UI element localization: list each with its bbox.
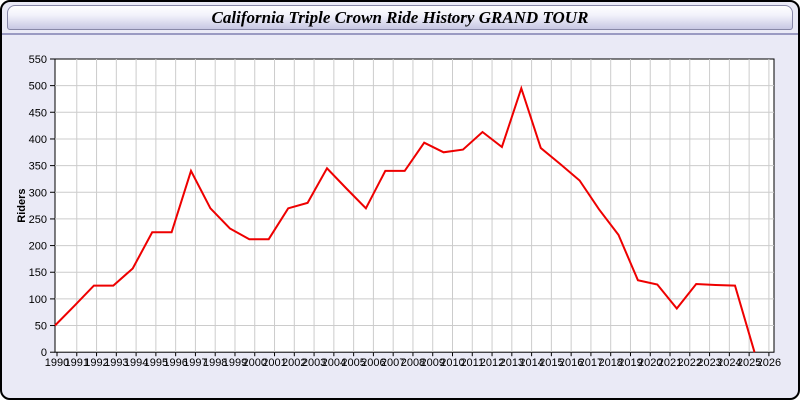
x-tick-label: 2010	[440, 357, 464, 369]
x-tick-label: 2016	[559, 357, 583, 369]
x-tick-label: 1996	[163, 357, 187, 369]
x-tick-label: 2017	[579, 357, 603, 369]
y-tick-label: 450	[29, 107, 47, 119]
x-tick-label: 2000	[243, 357, 267, 369]
x-tick-label: 2008	[401, 357, 425, 369]
y-tick-label: 50	[35, 321, 47, 333]
x-tick-label: 1993	[104, 357, 128, 369]
header-separator	[2, 33, 798, 35]
title-bar: California Triple Crown Ride History GRA…	[7, 5, 793, 30]
chart-title: California Triple Crown Ride History GRA…	[211, 7, 589, 27]
x-tick-label: 2003	[302, 357, 326, 369]
riders-line-series	[54, 85, 756, 353]
y-tick-label: 250	[29, 214, 47, 226]
x-tick-label: 2024	[717, 357, 741, 369]
x-tick-label: 2004	[322, 357, 346, 369]
x-tick-label: 2015	[539, 357, 563, 369]
x-tick-label: 1998	[203, 357, 227, 369]
x-tick-label: 1999	[223, 357, 247, 369]
y-tick-label: 350	[29, 161, 47, 173]
x-tick-label: 2007	[381, 357, 405, 369]
y-tick-label: 200	[29, 241, 47, 253]
y-tick-label: 300	[29, 187, 47, 199]
x-tick-label: 1990	[45, 357, 69, 369]
x-tick-label: 1991	[65, 357, 89, 369]
x-tick-label: 2002	[282, 357, 306, 369]
y-tick-label: 550	[29, 54, 47, 66]
x-tick-label: 1997	[183, 357, 207, 369]
y-tick-label: 0	[41, 347, 47, 359]
x-tick-label: 1995	[144, 357, 168, 369]
x-tick-label: 1992	[84, 357, 108, 369]
y-tick-label: 500	[29, 81, 47, 93]
y-tick-label: 100	[29, 294, 47, 306]
x-tick-label: 2022	[678, 357, 702, 369]
x-tick-label: 2019	[618, 357, 642, 369]
x-tick-label: 2011	[460, 357, 484, 369]
x-tick-label: 2012	[480, 357, 504, 369]
x-tick-label: 1994	[124, 357, 148, 369]
x-tick-label: 2009	[420, 357, 444, 369]
x-tick-label: 2023	[697, 357, 721, 369]
x-tick-label: 2018	[598, 357, 622, 369]
x-tick-label: 2013	[500, 357, 524, 369]
x-tick-label: 2025	[737, 357, 761, 369]
x-tick-label: 2006	[361, 357, 385, 369]
y-tick-label: 150	[29, 267, 47, 279]
y-axis: 0 50 100 150 200 250 300 350 400 450 500 550	[29, 54, 774, 359]
y-tick-label: 400	[29, 134, 47, 146]
plot-area	[54, 58, 775, 353]
x-tick-label: 2001	[262, 357, 286, 369]
x-tick-label: 2021	[658, 357, 682, 369]
y-axis-title: Riders	[16, 188, 28, 222]
x-tick-label: 2005	[341, 357, 365, 369]
x-tick-label: 2026	[757, 357, 781, 369]
x-tick-label: 2014	[519, 357, 543, 369]
x-axis: 1990199119921993199419951996199719981999…	[45, 59, 781, 369]
x-tick-label: 2020	[638, 357, 662, 369]
